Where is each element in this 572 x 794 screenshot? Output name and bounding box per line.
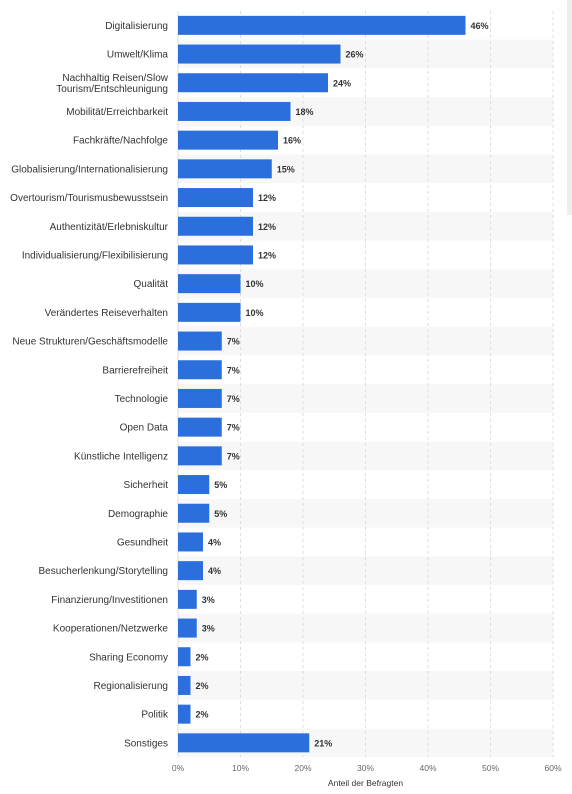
x-tick-label: 20% xyxy=(294,763,311,773)
x-tick-labels: 0% 10% 20% 30% 40% 50% 60% xyxy=(172,763,562,773)
x-tick-label: 60% xyxy=(544,763,561,773)
x-tick-label: 10% xyxy=(232,763,249,773)
value-label: 10% xyxy=(246,308,264,318)
value-label: 24% xyxy=(333,78,351,88)
category-label: Nachhaltig Reisen/Slow Tourism/Entschleun… xyxy=(56,73,168,95)
value-label: 7% xyxy=(227,394,240,404)
bar[interactable] xyxy=(178,733,310,753)
value-labels: 46% 26% 24% 18% 16% 15% 12% 12% 12% 10% 10% 7% 7% 7% 7… xyxy=(196,21,489,748)
category-label: Verändertes Reiseverhalten xyxy=(45,308,168,319)
bar[interactable] xyxy=(178,245,253,265)
bar[interactable] xyxy=(178,15,466,35)
x-tick-label: 0% xyxy=(172,763,185,773)
value-label: 4% xyxy=(208,537,221,547)
x-tick-label: 50% xyxy=(482,763,499,773)
value-label: 4% xyxy=(208,566,221,576)
scrollbar-thumb[interactable] xyxy=(567,0,572,215)
value-label: 12% xyxy=(258,222,276,232)
category-label: Digitalisierung xyxy=(105,21,168,32)
category-label: Barrierefreiheit xyxy=(102,365,168,376)
category-label: Qualität xyxy=(134,279,169,290)
category-label: Umwelt/Klima xyxy=(107,50,169,61)
category-label: Fachkräfte/Nachfolge xyxy=(73,136,168,147)
bar[interactable] xyxy=(178,475,210,495)
value-label: 5% xyxy=(214,480,227,490)
bar[interactable] xyxy=(178,589,197,609)
value-label: 12% xyxy=(258,193,276,203)
value-label: 10% xyxy=(246,279,264,289)
bar[interactable] xyxy=(178,216,253,236)
bar[interactable] xyxy=(178,360,222,380)
value-label: 7% xyxy=(227,423,240,433)
value-label: 2% xyxy=(196,652,209,662)
category-label: Kooperationen/Netzwerke xyxy=(53,624,169,635)
category-label: Regionalisierung xyxy=(94,681,169,692)
value-label: 21% xyxy=(314,738,332,748)
bar[interactable] xyxy=(178,331,222,351)
bar[interactable] xyxy=(178,647,191,667)
category-label: Gesundheit xyxy=(117,537,168,548)
bar[interactable] xyxy=(178,130,278,150)
value-label: 15% xyxy=(277,164,295,174)
value-label: 12% xyxy=(258,250,276,260)
x-tick-label: 40% xyxy=(419,763,436,773)
category-label: Besucherlenkung/Storytelling xyxy=(38,566,168,577)
value-label: 26% xyxy=(346,50,364,60)
value-label: 3% xyxy=(202,595,215,605)
value-label: 3% xyxy=(202,624,215,634)
bar[interactable] xyxy=(178,618,197,638)
category-label: Finanzierung/Investitionen xyxy=(51,595,168,606)
category-label: Sonstiges xyxy=(124,738,168,749)
bar[interactable] xyxy=(178,101,291,121)
category-label: Mobilität/Erreichbarkeit xyxy=(66,107,168,118)
value-label: 16% xyxy=(283,136,301,146)
bar[interactable] xyxy=(178,446,222,466)
value-label: 7% xyxy=(227,451,240,461)
bar[interactable] xyxy=(178,388,222,408)
category-label: Open Data xyxy=(120,423,169,434)
value-label: 2% xyxy=(196,710,209,720)
bar[interactable] xyxy=(178,503,210,523)
category-label: Technologie xyxy=(115,394,169,405)
bar[interactable] xyxy=(178,44,341,64)
value-label: 7% xyxy=(227,337,240,347)
bar[interactable] xyxy=(178,274,241,294)
bar[interactable] xyxy=(178,561,203,581)
category-label: Sicherheit xyxy=(124,480,169,491)
bar[interactable] xyxy=(178,417,222,437)
category-label: Sharing Economy xyxy=(89,652,168,663)
category-label: Politik xyxy=(141,710,169,721)
category-labels: Digitalisierung Umwelt/Klima Nachhaltig Re… xyxy=(10,21,169,749)
x-axis-title: Anteil der Befragten xyxy=(328,778,403,788)
value-label: 18% xyxy=(296,107,314,117)
category-label: Neue Strukturen/Geschäftsmodelle xyxy=(12,337,168,348)
bar[interactable] xyxy=(178,704,191,724)
value-label: 5% xyxy=(214,509,227,519)
value-label: 2% xyxy=(196,681,209,691)
category-label: Künstliche Intelligenz xyxy=(74,451,168,462)
x-tick-label: 30% xyxy=(357,763,374,773)
bars xyxy=(178,15,466,753)
value-label: 7% xyxy=(227,365,240,375)
bar[interactable] xyxy=(178,675,191,695)
bar[interactable] xyxy=(178,159,272,179)
bar[interactable] xyxy=(178,73,328,93)
bar[interactable] xyxy=(178,188,253,208)
value-label: 46% xyxy=(471,21,489,31)
category-label: Overtourism/Tourismusbewusstsein xyxy=(10,193,168,204)
bar[interactable] xyxy=(178,532,203,552)
bar[interactable] xyxy=(178,302,241,322)
category-label: Globalisierung/Internationalisierung xyxy=(11,164,168,175)
category-label: Individualisierung/Flexibilisierung xyxy=(22,250,168,261)
category-label: Demographie xyxy=(108,509,168,520)
category-label: Authentizität/Erlebniskultur xyxy=(50,222,169,233)
